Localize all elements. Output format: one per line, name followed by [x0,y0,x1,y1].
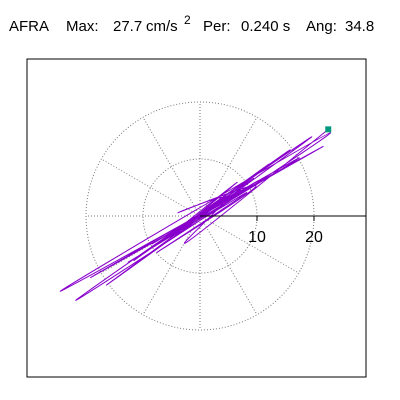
max-value: 27.7 [113,18,143,35]
x-tick-label-20: 20 [305,229,323,246]
grid-spoke-300 [199,215,258,315]
trace-layer [59,126,332,301]
header-bar: AFRA Max: 27.7 cm/s 2 Per: 0.240 s Ang: … [0,0,400,50]
station-name: AFRA [9,18,50,35]
axes: 10 20 [200,215,366,246]
grid-spoke-60 [199,117,258,217]
grid-spoke-330 [199,215,299,274]
grid-spoke-120 [142,117,201,217]
max-unit-exponent: 2 [184,13,191,27]
angle-value: 34.8 [345,18,375,35]
x-tick-label-10: 10 [248,229,266,246]
angle-label: Ang: [306,18,337,35]
plot-frame [26,58,367,378]
period-label: Per: [203,18,231,35]
max-label: Max: [66,18,99,35]
grid-spoke-150 [101,158,201,217]
max-unit: cm/s [146,18,178,35]
period-value: 0.240 s [241,18,291,35]
grid-spoke-240 [142,215,201,315]
motion-trace [59,129,332,301]
trace-end-marker [325,126,332,133]
